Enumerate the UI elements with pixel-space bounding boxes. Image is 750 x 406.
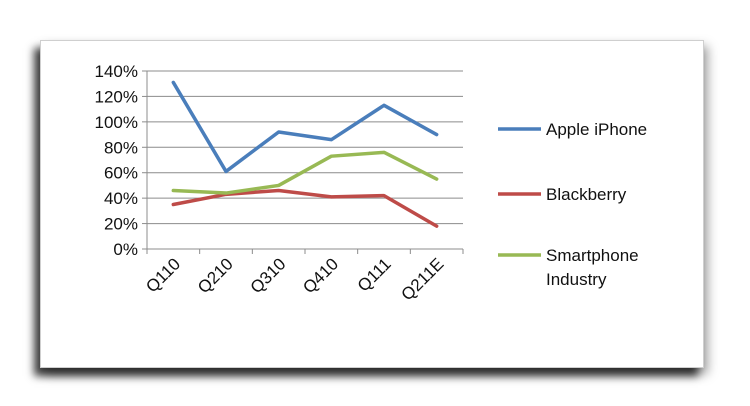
x-tick-label: Q410 [299, 254, 342, 297]
y-tick-label: 60% [104, 164, 138, 183]
y-tick-label: 80% [104, 138, 138, 157]
x-tick-label: Q110 [142, 254, 184, 296]
x-tick-label: Q210 [194, 254, 237, 297]
axes [142, 70, 464, 254]
line-chart: 0%20%40%60%80%100%120%140% Q110 Q210 Q310 Q… [95, 62, 648, 304]
chart-card: 0% 20% 40% 60% 80% 100% 120% 140% Q110 Q210 Q310 Q… [40, 40, 704, 368]
series-lines [171, 80, 439, 228]
legend-label: Smartphone Industry [546, 246, 639, 289]
x-tick-label: Q310 [247, 254, 290, 297]
legend-label: Apple iPhone [546, 120, 647, 139]
y-tick-label: 120% [95, 87, 138, 106]
series-line-blackberry [171, 188, 439, 228]
x-tick-label: Q111 [354, 254, 395, 295]
legend: Apple iPhone Blackberry Smartphone Industry [498, 120, 647, 289]
x-tick-label: Q211E [398, 254, 448, 304]
y-tick-label: 140% [95, 62, 138, 81]
x-tick-labels: Q110 Q210 Q310 Q410 Q111 Q211E [142, 254, 447, 304]
series-line-smartphone-industry [171, 150, 439, 195]
y-tick-label: 100% [95, 113, 138, 132]
y-tick-label: 20% [104, 215, 138, 234]
series-line-apple-iphone [171, 80, 439, 174]
legend-label: Blackberry [546, 185, 627, 204]
y-tick-label: 40% [104, 189, 138, 208]
y-tick-labels: 0% 20% 40% 60% 80% 100% 120% 140% [95, 62, 138, 259]
y-tick-label: 0% [113, 240, 138, 259]
